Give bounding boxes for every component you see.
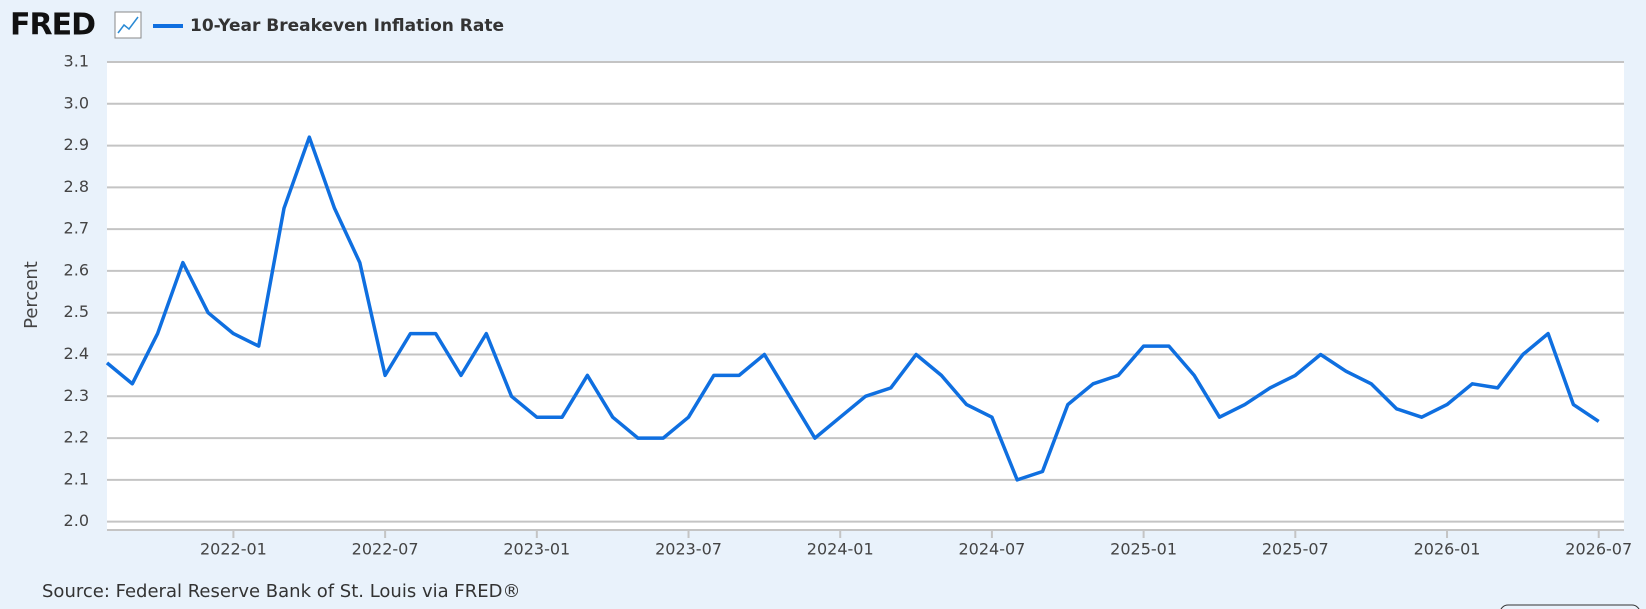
y-tick-label: 3.0	[64, 93, 89, 112]
y-tick-label: 2.3	[64, 386, 89, 405]
x-tick-label: 2026-01	[1414, 540, 1481, 559]
x-tick-label: 2022-01	[200, 540, 267, 559]
y-tick-label: 2.9	[64, 135, 89, 154]
x-tick-label: 2022-07	[352, 540, 419, 559]
y-tick-label: 2.1	[64, 469, 89, 488]
x-tick-label: 2025-07	[1262, 540, 1329, 559]
plot-area	[107, 62, 1624, 530]
y-tick-label: 2.7	[64, 219, 89, 238]
y-tick-label: 2.8	[64, 177, 89, 196]
y-axis-label: Percent	[21, 261, 42, 329]
logo: FRED	[10, 8, 95, 43]
y-tick-label: 2.5	[64, 302, 89, 321]
y-tick-label: 2.2	[64, 428, 89, 447]
x-tick-label: 2024-07	[958, 540, 1025, 559]
x-tick-label: 2023-01	[503, 540, 570, 559]
chart-icon	[114, 11, 142, 39]
y-tick-label: 2.6	[64, 260, 89, 279]
x-tick-label: 2025-01	[1110, 540, 1177, 559]
y-tick-label: 3.1	[64, 52, 89, 71]
y-tick-label: 2.0	[64, 511, 89, 530]
button-outline	[1500, 604, 1640, 609]
x-tick-label: 2023-07	[655, 540, 722, 559]
y-tick-label: 2.4	[64, 344, 89, 363]
source: Source: Federal Reserve Bank of St. Loui…	[42, 581, 520, 602]
series-line	[105, 135, 1600, 482]
legend-label: 10-Year Breakeven Inflation Rate	[190, 16, 504, 36]
x-tick-label: 2024-01	[807, 540, 874, 559]
x-tick-label: 2026-07	[1565, 540, 1632, 559]
